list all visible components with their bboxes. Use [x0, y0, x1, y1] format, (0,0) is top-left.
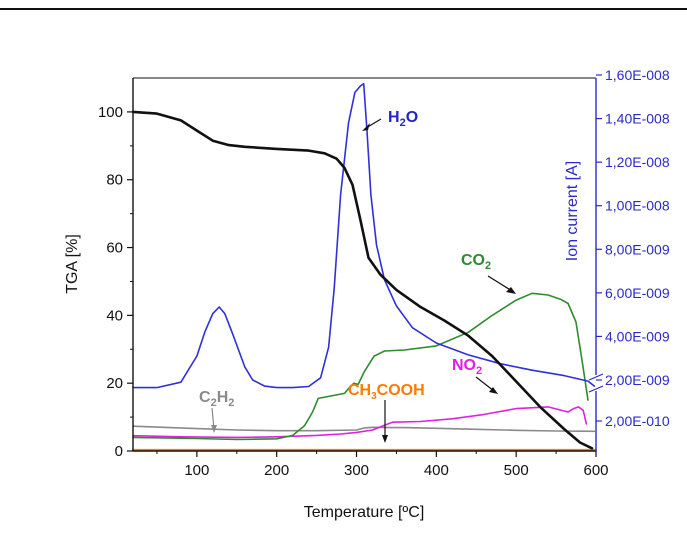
y-axis-label-left: TGA [%]	[64, 234, 81, 294]
ch3cooh-arrow-head	[382, 435, 388, 443]
series-line-c2h2	[132, 425, 596, 433]
left-tick-label: 60	[106, 240, 123, 257]
right-tick-label: 1,60E-008	[605, 67, 670, 83]
co2-arrow	[487, 275, 513, 292]
right-tick-label: 2,00E-009	[605, 372, 670, 388]
x-ticks: 100 200 300 400 500 600	[156, 451, 609, 479]
series-line-no2	[132, 406, 588, 439]
axis-break-mark	[588, 373, 604, 381]
series-layer	[131, 82, 598, 452]
annotation-c2h2: C2H2	[199, 389, 234, 409]
x-tick-label: 400	[424, 462, 449, 479]
co2-arrow-head	[506, 287, 516, 294]
annotation-no2: NO2	[452, 357, 482, 377]
right-tick-label: 2,00E-010	[605, 413, 670, 429]
series-line-co2	[132, 292, 589, 441]
left-tick-label: 80	[106, 172, 123, 189]
left-tick-label: 40	[106, 307, 123, 324]
annotation-co2: CO2	[461, 252, 491, 272]
right-tick-label: 1,40E-008	[605, 111, 670, 127]
c2h2-arrow-head	[211, 425, 217, 433]
series-line-h2o	[132, 82, 596, 389]
annotation-h2o: H2O	[388, 109, 418, 129]
h2o-arrow-head	[362, 123, 370, 131]
no2-arrow-head	[489, 387, 498, 394]
axis-break-mark	[588, 385, 604, 393]
x-axis-label: Temperature [ºC]	[304, 504, 425, 521]
y-axis-label-right: Ion current [A]	[564, 161, 581, 262]
left-tick-label: 0	[115, 443, 123, 460]
right-tick-label: 8,00E-009	[605, 241, 670, 257]
left-tick-label: 100	[98, 104, 123, 121]
right-y-ticks: 2,00E-010 2,00E-009 4,00E-009 6,00E-009 8,00…	[596, 67, 670, 429]
left-tick-label: 20	[106, 375, 123, 392]
series-line-tga	[131, 110, 594, 450]
annotation-ch3cooh: CH3COOH	[348, 382, 425, 402]
x-tick-label: 600	[583, 462, 608, 479]
left-y-ticks: 0 20 40 60 80 100	[98, 104, 133, 460]
right-tick-label: 6,00E-009	[605, 285, 670, 301]
right-tick-label: 4,00E-009	[605, 328, 670, 344]
x-tick-label: 500	[504, 462, 529, 479]
right-tick-label: 1,00E-008	[605, 198, 670, 214]
top-rule	[0, 8, 687, 10]
x-tick-label: 300	[344, 462, 369, 479]
right-tick-label: 1,20E-008	[605, 154, 670, 170]
x-tick-label: 200	[264, 462, 289, 479]
x-tick-label: 100	[184, 462, 209, 479]
no2-arrow	[475, 376, 495, 392]
